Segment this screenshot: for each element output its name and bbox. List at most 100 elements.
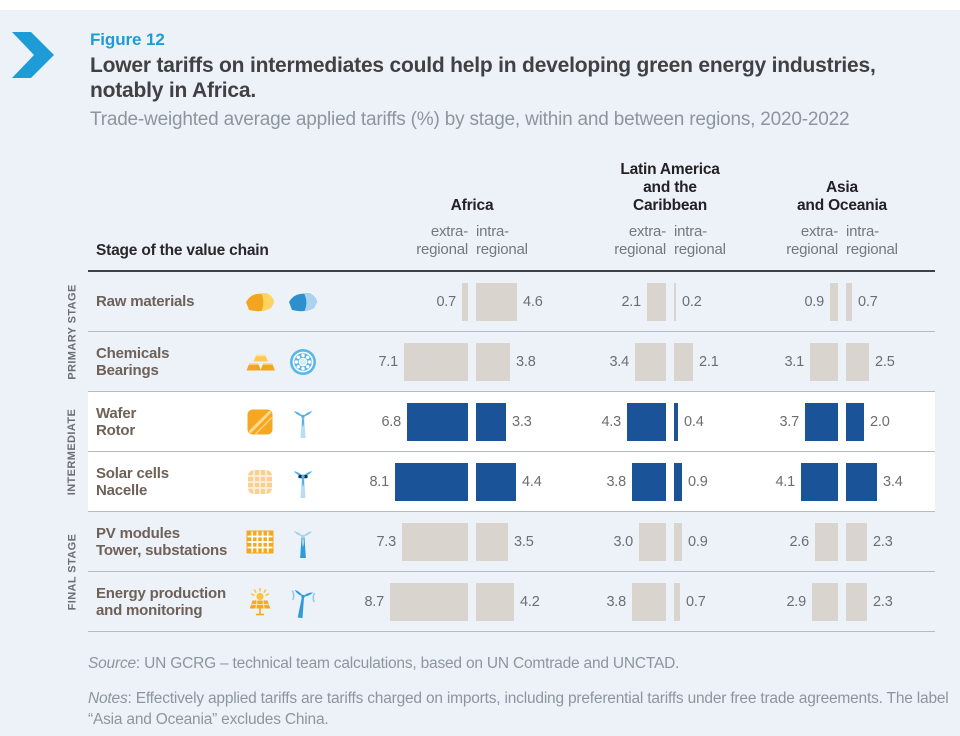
region-value-cell: 0.7 4.6 bbox=[338, 272, 554, 331]
figure-panel: Figure 12 Lower tariffs on intermediates… bbox=[0, 10, 960, 736]
intra-regional-value: 4.6 bbox=[523, 293, 543, 310]
row-label: Wafer Rotor bbox=[96, 404, 137, 439]
figure-arrow-icon bbox=[12, 32, 54, 78]
intra-regional-value: 0.4 bbox=[684, 413, 704, 430]
extra-regional-bar bbox=[407, 402, 468, 441]
figure-title: Lower tariffs on intermediates could hel… bbox=[90, 54, 876, 102]
extra-regional-bar bbox=[830, 282, 838, 321]
intra-regional-header: intra- regional bbox=[674, 223, 726, 258]
region-value-cell: 8.7 4.2 bbox=[338, 572, 554, 631]
extra-regional-bar bbox=[395, 462, 468, 501]
mineral-blue-icon bbox=[285, 284, 321, 320]
table-header: Stage of the value chain Africa extra- re… bbox=[88, 161, 935, 272]
extra-regional-value: 0.9 bbox=[804, 293, 824, 310]
extra-regional-value: 8.1 bbox=[369, 473, 389, 490]
source-text: : UN GCRG – technical team calculations,… bbox=[135, 655, 680, 672]
table-row: PV modules Tower, substations 7.3 3.5 3.0 0.… bbox=[88, 512, 935, 572]
gold-bars-icon bbox=[242, 344, 278, 380]
table-row: Energy production and monitoring 8.7 4.2 3.… bbox=[88, 572, 935, 632]
extra-regional-header: extra- regional bbox=[416, 223, 468, 258]
region-value-cell: 4.3 0.4 bbox=[554, 392, 734, 451]
region-header-cell: Latin America and the Caribbean extra- re… bbox=[554, 161, 734, 270]
figure-label: Figure 12 bbox=[90, 30, 165, 49]
notes-prefix: Notes bbox=[88, 690, 128, 707]
region-subheaders: extra- regional intra- regional bbox=[734, 223, 916, 270]
extra-regional-bar bbox=[632, 582, 666, 621]
region-value-cell: 3.4 2.1 bbox=[554, 332, 734, 391]
region-header-cell: Africa extra- regional intra- regional bbox=[338, 161, 554, 270]
extra-regional-value: 6.8 bbox=[381, 413, 401, 430]
extra-regional-value: 4.1 bbox=[775, 473, 795, 490]
row-icons bbox=[238, 344, 338, 380]
solar-sun-icon bbox=[242, 584, 278, 620]
figure-subtitle: Trade-weighted average applied tariffs (… bbox=[90, 109, 850, 130]
table-row: Wafer Rotor 6.8 3.3 4.3 0.4 3.7 2.0 bbox=[88, 392, 935, 452]
intra-regional-header: intra- regional bbox=[846, 223, 898, 258]
extra-regional-value: 7.1 bbox=[378, 353, 398, 370]
intra-regional-value: 0.7 bbox=[686, 593, 706, 610]
ball-bearing-icon bbox=[285, 344, 321, 380]
row-label: Solar cells Nacelle bbox=[96, 464, 169, 499]
row-label: Chemicals Bearings bbox=[96, 344, 170, 379]
intra-regional-bar bbox=[846, 582, 867, 621]
intra-regional-bar bbox=[476, 522, 508, 561]
intra-regional-value: 2.5 bbox=[875, 353, 895, 370]
intra-regional-bar bbox=[846, 282, 852, 321]
extra-regional-bar bbox=[815, 522, 838, 561]
intra-regional-bar bbox=[476, 402, 506, 441]
intra-regional-bar bbox=[674, 402, 678, 441]
region-value-cell: 0.9 0.7 bbox=[734, 272, 916, 331]
stage-gutter: PRIMARY STAGE INTERMEDIATE FINAL STAGE bbox=[57, 272, 88, 632]
table-rows: PRIMARY STAGE INTERMEDIATE FINAL STAGE Raw… bbox=[57, 272, 935, 632]
intra-regional-value: 4.2 bbox=[520, 593, 540, 610]
wind-rotor-icon bbox=[285, 404, 321, 440]
row-label: Raw materials bbox=[96, 293, 195, 310]
extra-regional-bar bbox=[805, 402, 838, 441]
extra-regional-bar bbox=[810, 342, 838, 381]
row-icons bbox=[238, 404, 338, 440]
intra-regional-bar bbox=[476, 582, 514, 621]
region-value-cell: 3.7 2.0 bbox=[734, 392, 916, 451]
solar-cell-icon bbox=[242, 464, 278, 500]
intra-regional-bar bbox=[674, 462, 682, 501]
intra-regional-value: 2.3 bbox=[873, 533, 893, 550]
extra-regional-value: 2.1 bbox=[621, 293, 641, 310]
region-value-cell: 7.3 3.5 bbox=[338, 512, 554, 571]
extra-regional-value: 7.3 bbox=[376, 533, 396, 550]
intra-regional-bar bbox=[476, 282, 517, 321]
extra-regional-bar bbox=[632, 462, 666, 501]
intra-regional-bar bbox=[674, 522, 682, 561]
pv-module-icon bbox=[242, 524, 278, 560]
row-icons bbox=[238, 284, 338, 320]
intra-regional-bar bbox=[846, 522, 867, 561]
intra-regional-bar bbox=[674, 582, 680, 621]
intra-regional-value: 0.9 bbox=[688, 473, 708, 490]
table-row: Raw materials 0.7 4.6 2.1 0.2 0.9 0.7 bbox=[88, 272, 935, 332]
extra-regional-header: extra- regional bbox=[786, 223, 838, 258]
intra-regional-value: 2.3 bbox=[873, 593, 893, 610]
extra-regional-bar bbox=[647, 282, 666, 321]
extra-regional-value: 0.7 bbox=[436, 293, 456, 310]
wind-monitor-icon bbox=[285, 584, 321, 620]
region-name: Asia and Oceania bbox=[797, 179, 887, 214]
intra-regional-value: 2.1 bbox=[699, 353, 719, 370]
region-value-cell: 2.9 2.3 bbox=[734, 572, 916, 631]
intra-regional-value: 3.5 bbox=[514, 533, 534, 550]
table-row: Solar cells Nacelle 8.1 4.4 3.8 0.9 4.1 3.4 bbox=[88, 452, 935, 512]
notes: Notes: Effectively applied tariffs are t… bbox=[88, 688, 950, 730]
region-value-cell: 3.0 0.9 bbox=[554, 512, 734, 571]
intra-regional-bar bbox=[674, 282, 676, 321]
stage-column-header: Stage of the value chain bbox=[96, 242, 269, 259]
extra-regional-bar bbox=[812, 582, 838, 621]
nacelle-icon bbox=[285, 464, 321, 500]
region-value-cell: 7.1 3.8 bbox=[338, 332, 554, 391]
region-value-cell: 6.8 3.3 bbox=[338, 392, 554, 451]
intra-regional-bar bbox=[846, 342, 869, 381]
extra-regional-value: 3.8 bbox=[606, 593, 626, 610]
extra-regional-bar bbox=[639, 522, 666, 561]
region-headers: Africa extra- regional intra- regional Lati… bbox=[338, 161, 916, 270]
intra-regional-bar bbox=[846, 462, 877, 501]
region-value-cell: 3.8 0.7 bbox=[554, 572, 734, 631]
table-row: Chemicals Bearings 7.1 3.8 3.4 2.1 3.1 2.5 bbox=[88, 332, 935, 392]
region-value-cell: 4.1 3.4 bbox=[734, 452, 916, 511]
